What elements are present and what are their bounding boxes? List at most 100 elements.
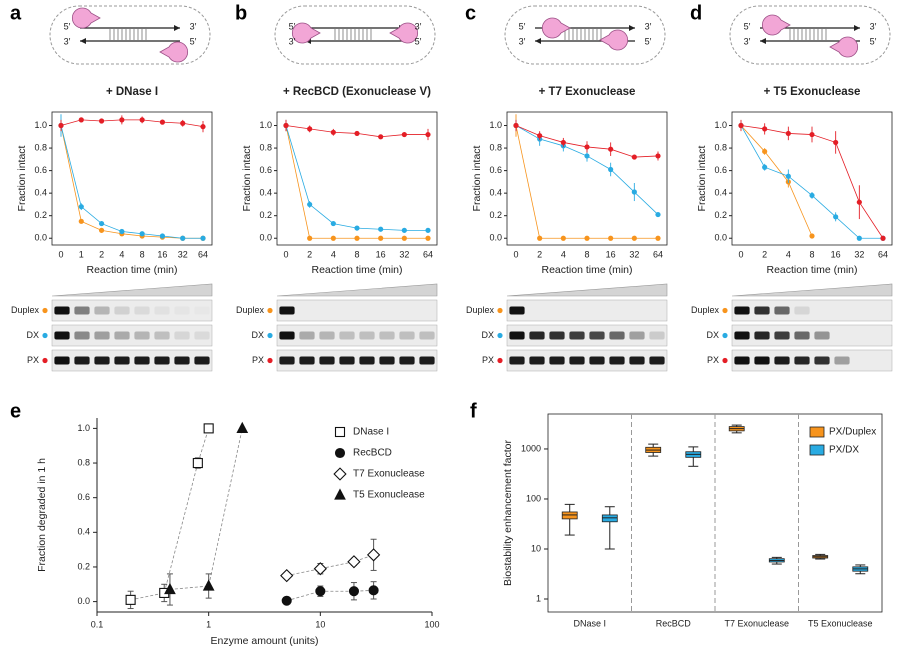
data-point [401,131,407,138]
legend-label: DNase I [353,427,389,438]
gel-row-dot [722,307,728,314]
x-tick-label: 16 [606,249,616,259]
gel-band [834,307,849,315]
gel-band [814,307,829,315]
x-tick-label: DNase I [573,618,606,628]
gel-band [279,356,295,365]
gel-band [569,331,585,340]
gel-band [74,356,90,365]
schematic-frame [729,5,891,65]
series-line [740,125,813,237]
x-tick-label: 32 [629,249,639,259]
gel-band [734,356,750,365]
gel-band [754,306,770,315]
y-tick-label: 0.2 [714,210,727,220]
gel-band [174,331,190,340]
strand-end-label: 3′ [645,21,652,31]
x-tick-label: 32 [854,249,864,259]
data-point [307,126,313,132]
y-tick-label: 1000 [521,443,541,453]
x-tick-label: 1 [79,249,84,259]
data-point [762,148,768,155]
gel-row-label: PX [27,355,39,365]
gel-band [134,356,150,365]
panel-label: f [470,400,477,422]
data-point [354,130,360,137]
data-point [283,122,289,129]
gel-band [549,356,565,365]
legend-label: PX/Duplex [829,427,876,438]
y-tick-label: 0.4 [259,188,272,198]
gel-band [794,356,810,365]
data-point [78,218,84,224]
data-point [58,122,64,129]
gel-band [774,331,790,340]
enzyme [71,7,101,29]
schematic-frame [274,5,436,65]
x-tick-label: 0 [738,249,743,259]
data-point [608,166,614,173]
panel-label: b [235,2,247,24]
gel-lane [51,324,213,347]
gel-band [379,307,394,315]
x-tick-label: 0 [513,249,518,259]
gel-band [74,306,90,315]
strand-end-label: 5′ [415,36,422,46]
gel-row-dot [267,307,273,314]
arrowhead [174,25,180,31]
gel-band [379,331,395,340]
legend-label: T5 Exonuclease [353,490,425,501]
gel-band [734,306,750,315]
strand-end-label: 3′ [519,36,526,46]
gel-band [874,357,889,365]
y-tick-label: 0.6 [34,165,47,175]
strand-end-label: 3′ [190,21,197,31]
gel-band [319,331,335,340]
x-tick-label: 2 [537,249,542,259]
y-axis-label: Fraction degraded in 1 h [36,458,48,572]
marker [315,586,326,597]
gel-lane [506,349,668,372]
gel-band [774,356,790,365]
gel-row-dot [497,307,503,314]
y-tick-label: 0.0 [34,233,47,243]
data-point [655,235,661,241]
gel-band [854,307,869,315]
gel-band [589,331,605,340]
gel-row-label: DX [706,330,719,340]
series-line [169,428,243,590]
gel-band [114,331,130,340]
enzyme [761,14,791,36]
x-tick-label: 0.1 [91,619,104,629]
marker [192,457,203,469]
marker [368,585,379,596]
data-point [200,124,206,130]
data-point [655,211,661,218]
x-axis-label: Reaction time (min) [766,264,857,276]
marker [348,586,359,597]
data-point [378,134,384,140]
data-point [833,214,839,220]
gel-band [649,307,664,315]
gel-band [774,306,790,315]
plot-frame [506,111,668,246]
y-tick-label: 0.6 [77,492,90,502]
gel-band [299,356,315,365]
legend-marker [333,467,347,481]
data-point [354,235,360,241]
y-axis-label: Fraction intact [696,145,708,211]
gel-band [194,307,209,315]
x-tick-label: 8 [354,249,359,259]
legend-marker [334,426,346,438]
gel-band [319,356,335,365]
x-tick-label: 32 [178,249,188,259]
arrowhead [535,38,541,44]
y-tick-label: 0.4 [714,188,727,198]
data-point [631,154,637,160]
strand-end-label: 5′ [289,21,296,31]
x-tick-label: 0 [58,249,63,259]
y-axis-label: Fraction intact [16,145,28,211]
gel-band [874,332,889,340]
gel-row-label: PX [252,355,264,365]
